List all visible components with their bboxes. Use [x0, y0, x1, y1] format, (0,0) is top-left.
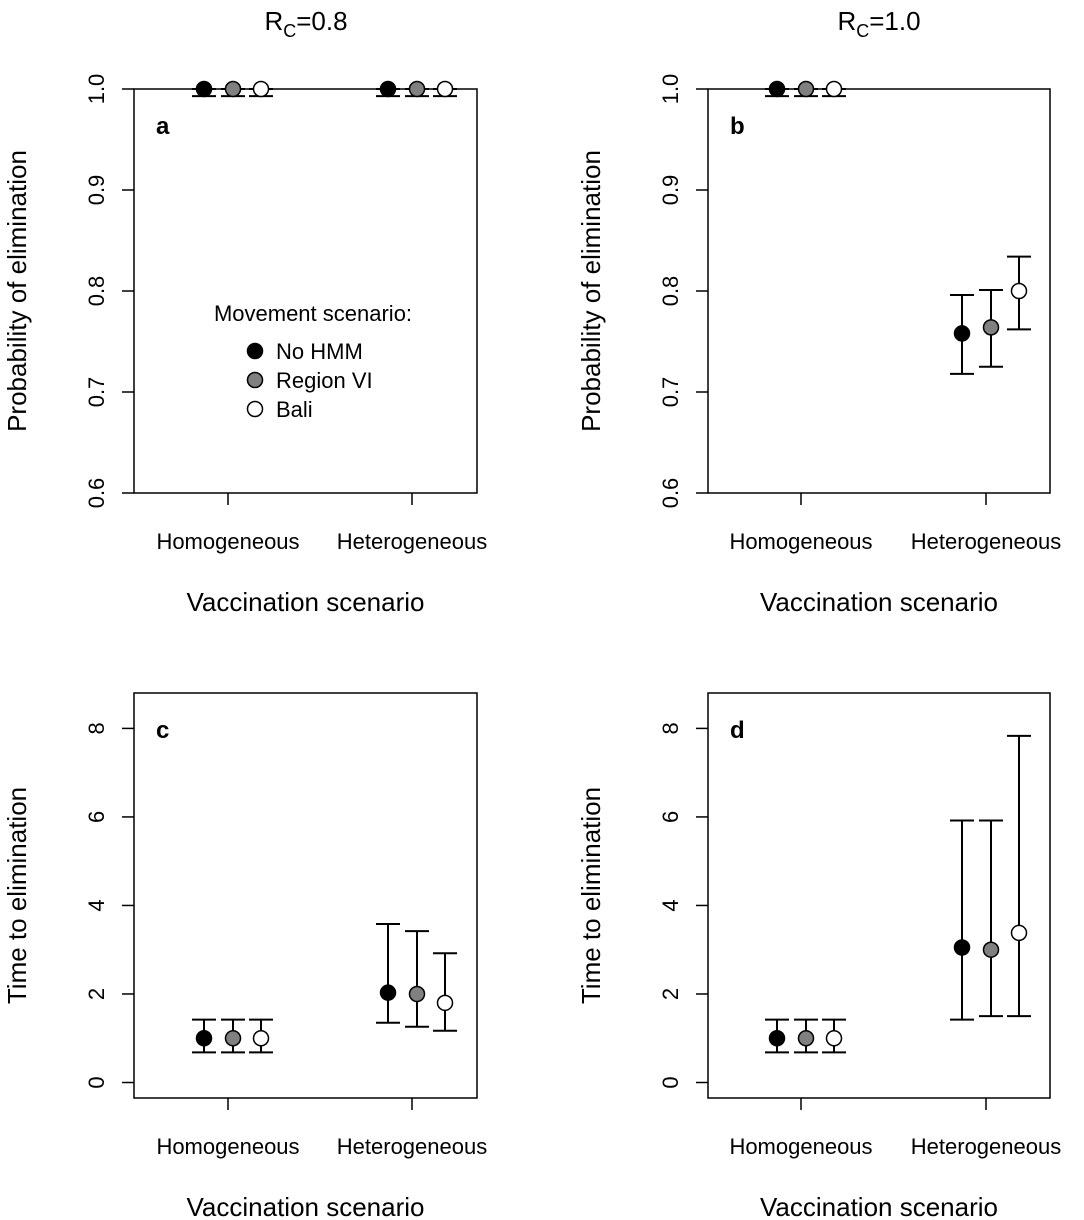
point-bali — [252, 80, 270, 98]
y-tick-label: 0.6 — [658, 478, 683, 509]
column-title-left: RC=0.8 — [264, 6, 347, 41]
y-tick-label: 0 — [658, 1076, 683, 1088]
y-tick-label: 0.9 — [658, 175, 683, 206]
column-title-right: RC=1.0 — [837, 6, 920, 41]
point-bali — [825, 80, 843, 98]
point-no-hmm — [953, 325, 971, 342]
y-tick-label: 4 — [84, 899, 109, 911]
y-tick-label: 0.8 — [84, 276, 109, 307]
x-axis-label: Vaccination scenario — [760, 1192, 998, 1220]
x-tick-label-heterogeneous: Heterogeneous — [911, 529, 1061, 554]
x-tick-label-heterogeneous: Heterogeneous — [337, 1134, 487, 1159]
legend-label-no-hmm: No HMM — [276, 339, 363, 364]
panel-letter: d — [730, 717, 745, 744]
x-tick-label-homogeneous: Homogeneous — [156, 529, 299, 554]
y-axis-label: Time to elimination — [576, 787, 606, 1004]
point-region-vi — [982, 319, 1000, 336]
legend-marker-bali — [246, 400, 264, 418]
y-tick-label: 1.0 — [84, 74, 109, 105]
y-axis-label: Time to elimination — [2, 787, 32, 1004]
point-region-vi — [797, 1029, 815, 1047]
x-axis-label: Vaccination scenario — [760, 587, 998, 617]
point-region-vi — [408, 985, 426, 1003]
point-no-hmm — [953, 939, 971, 956]
point-bali — [1010, 924, 1028, 942]
legend-title: Movement scenario: — [214, 301, 412, 326]
x-tick-label-homogeneous: Homogeneous — [156, 1134, 299, 1159]
x-tick-label-heterogeneous: Heterogeneous — [911, 1134, 1061, 1159]
point-bali — [436, 994, 454, 1012]
x-tick-label-heterogeneous: Heterogeneous — [337, 529, 487, 554]
y-tick-label: 0 — [84, 1076, 109, 1088]
y-tick-label: 8 — [84, 722, 109, 734]
y-tick-label: 2 — [658, 988, 683, 1000]
point-bali — [252, 1029, 270, 1047]
y-tick-label: 2 — [84, 988, 109, 1000]
legend-marker-no-hmm — [246, 342, 264, 360]
point-region-vi — [224, 1029, 242, 1047]
y-tick-label: 0.8 — [658, 276, 683, 307]
panel-letter: b — [730, 113, 745, 140]
y-tick-label: 4 — [658, 899, 683, 911]
plot-frame — [133, 88, 478, 494]
x-tick-label-homogeneous: Homogeneous — [729, 1134, 872, 1159]
legend-label-region-vi: Region VI — [276, 368, 373, 393]
point-no-hmm — [195, 80, 213, 98]
x-axis-label: Vaccination scenario — [187, 1192, 425, 1220]
point-no-hmm — [379, 984, 397, 1001]
point-region-vi — [797, 80, 815, 98]
panel-letter: a — [156, 113, 170, 140]
panel-letter: c — [156, 717, 169, 744]
legend: Movement scenario: No HMM Region VI Bali — [214, 301, 412, 422]
point-no-hmm — [768, 1029, 786, 1047]
y-tick-label: 8 — [658, 722, 683, 734]
y-tick-label: 1.0 — [658, 74, 683, 105]
legend-label-bali: Bali — [276, 397, 313, 422]
legend-marker-region-vi — [246, 371, 264, 389]
x-axis-label: Vaccination scenario — [187, 587, 425, 617]
y-tick-label: 0.7 — [658, 377, 683, 408]
panel-d: 0 2 4 6 8 Time to elimination Homogeneous Heter… — [576, 692, 1061, 1220]
y-axis-label: Probability of elimination — [2, 150, 32, 432]
point-no-hmm — [768, 80, 786, 98]
y-axis-label: Probability of elimination — [576, 150, 606, 432]
y-tick-label: 0.9 — [84, 175, 109, 206]
point-region-vi — [982, 941, 1000, 958]
y-tick-label: 6 — [658, 811, 683, 823]
point-region-vi — [408, 80, 426, 98]
y-tick-label: 0.7 — [84, 377, 109, 408]
point-bali — [436, 80, 454, 98]
plot-frame — [707, 88, 1051, 494]
panel-a: 0.6 0.7 0.8 0.9 1.0 Probability of eliminatio… — [2, 74, 487, 617]
point-no-hmm — [379, 80, 397, 98]
y-tick-label: 6 — [84, 811, 109, 823]
y-tick-label: 0.6 — [84, 478, 109, 509]
point-region-vi — [224, 80, 242, 98]
x-tick-label-homogeneous: Homogeneous — [729, 529, 872, 554]
point-bali — [1010, 282, 1028, 300]
point-no-hmm — [195, 1029, 213, 1047]
plot-frame — [133, 692, 478, 1099]
point-bali — [825, 1029, 843, 1047]
panel-c: 0 2 4 6 8 Time to elimination Homogeneous Heter… — [2, 692, 487, 1220]
plot-frame — [707, 692, 1051, 1099]
panel-b: 0.6 0.7 0.8 0.9 1.0 Probability of eliminatio… — [576, 74, 1061, 617]
